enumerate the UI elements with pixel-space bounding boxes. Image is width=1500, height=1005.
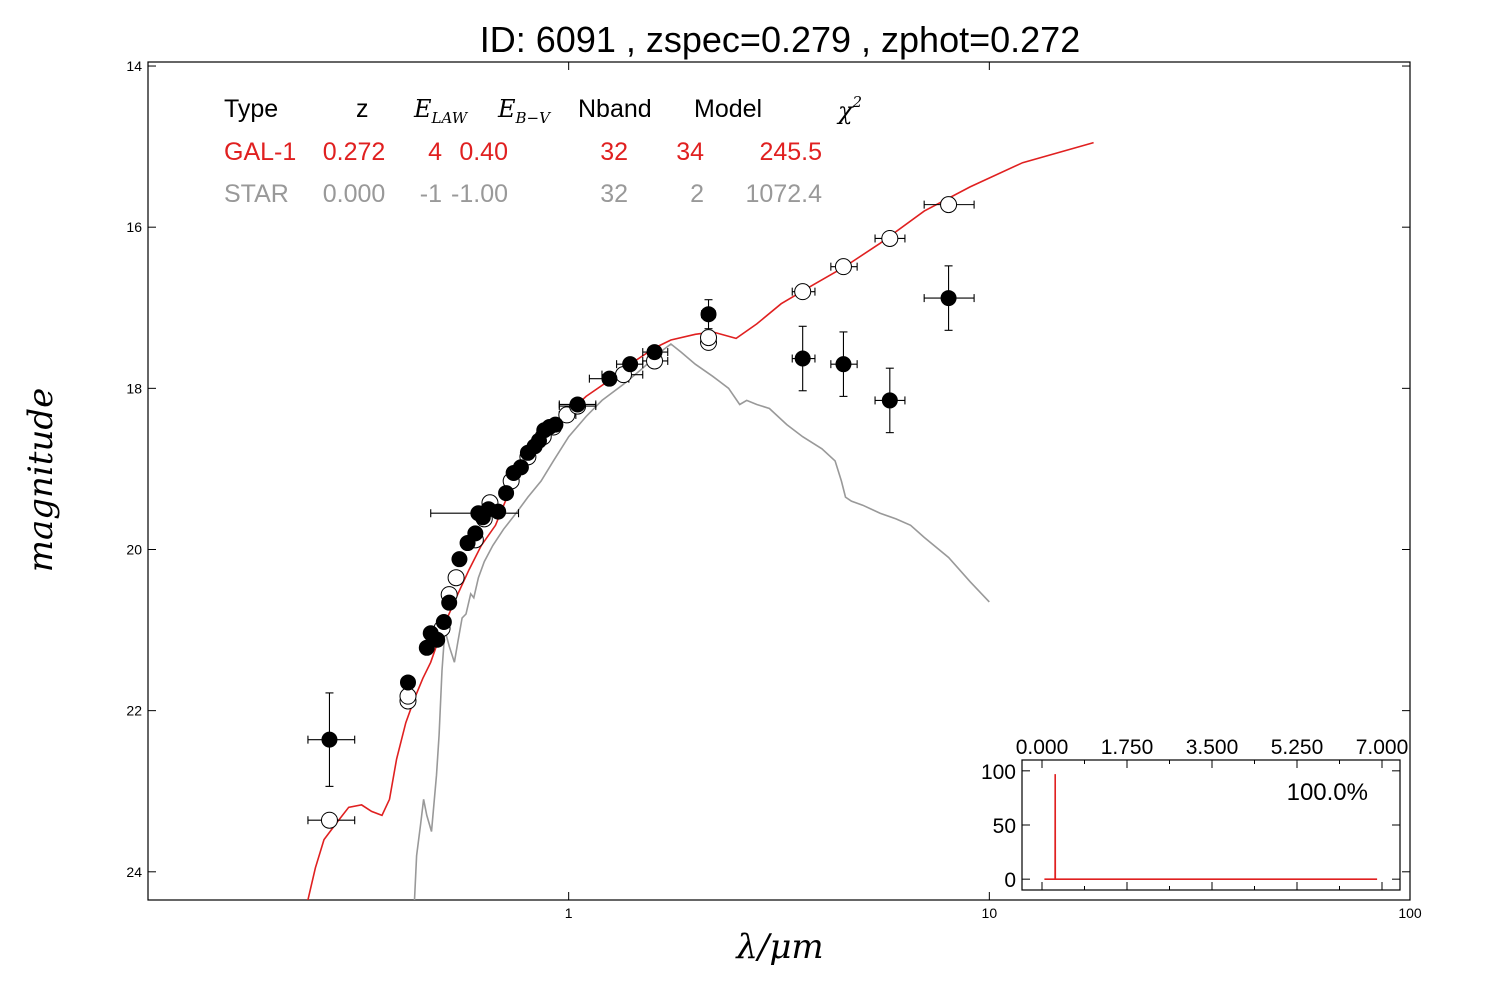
legend-rows: GAL-1 0.272 4 0.40 32 34 245.5 STAR 0.000 -1 -1.00… [224,138,822,208]
legend-header-type: Type [224,95,278,123]
legend-cell: 0.40 [459,138,508,166]
inset-y-tick-label: 50 [993,815,1016,838]
inset-x-tick-label: 5.250 [1271,736,1324,759]
legend-header-chi2-main: χ [836,97,854,125]
observed-magnitude-marker [498,485,515,502]
legend-header-model: Model [694,95,762,123]
observed-magnitude-marker [881,392,898,409]
legend-cell: 0.000 [323,180,386,208]
legend-cell: -1.00 [451,180,508,208]
legend-header-elaw-sub: LAW [431,109,469,127]
pdz-curve [1044,774,1378,881]
legend-header-ebv-main: E [497,95,516,123]
legend-cell: GAL-1 [224,138,296,166]
model-magnitude-marker [834,258,852,276]
observed-magnitude-marker [940,290,957,307]
photometry-points [307,196,975,829]
pdz-inset: 0.000 1.750 3.500 5.250 7.000 0 50 100 100.0% [981,736,1408,892]
y-tick-label: 18 [126,380,142,396]
observed-magnitude-marker [835,356,852,373]
inset-percentage: 100.0% [1287,779,1368,806]
galaxy-model-curve [307,141,1094,900]
inset-x-tick-label: 3.500 [1186,736,1239,759]
legend-cell: 0.272 [323,138,386,166]
star-model-curve [413,342,990,900]
inset-x-tick-label: 0.000 [1016,736,1069,759]
legend-header-chi2: χ2 [836,93,862,125]
legend-table: Type z ELAW EB−V Nband Model χ2 [224,93,862,127]
inset-ticks: 0.000 1.750 3.500 5.250 7.000 0 50 100 [981,736,1408,892]
legend-cell: 2 [690,180,704,208]
legend-header-z: z [356,95,369,123]
observed-magnitude-marker [512,459,529,476]
y-tick-label: 22 [126,703,142,719]
observed-magnitude-marker [547,416,564,433]
legend-cell: 32 [600,180,628,208]
legend-header-elaw-main: E [413,95,432,123]
x-tick-label: 100 [1398,905,1422,921]
y-tick-label: 20 [126,541,142,557]
observed-magnitude-marker [646,344,663,361]
model-magnitude-marker [940,196,958,214]
observed-magnitude-marker [794,350,811,367]
observed-magnitude-marker [399,674,416,691]
x-axis-label: λ/μm [734,927,823,967]
legend-cell: 1072.4 [746,180,823,208]
x-axis-ticks: 1 10 100 [565,62,1422,921]
inset-frame [1021,759,1401,891]
inset-y-tick-label: 100 [981,761,1016,784]
legend-cell: STAR [224,180,289,208]
chart-title: ID: 6091 , zspec=0.279 , zphot=0.272 [480,19,1080,60]
legend-cell: 32 [600,138,628,166]
observed-magnitude-marker [451,551,468,568]
inset-x-tick-label: 7.000 [1356,736,1409,759]
legend-header-chi2-sup: 2 [852,93,863,111]
model-magnitude-marker [700,329,718,347]
observed-magnitude-marker [435,614,452,631]
x-tick-label: 10 [982,905,998,921]
observed-magnitude-marker [569,396,586,413]
model-magnitude-marker [447,569,465,587]
legend-header-nband: Nband [578,95,652,123]
model-magnitude-marker [794,283,812,301]
model-magnitude-marker [881,229,899,247]
observed-magnitude-marker [321,731,338,748]
legend-cell: 245.5 [759,138,822,166]
y-axis-label: magnitude [21,388,61,573]
legend-header-ebv-sub: B−V [515,109,553,127]
legend-header-elaw: ELAW [413,95,469,127]
y-tick-label: 16 [126,219,142,235]
model-curves [307,141,1094,900]
inset-x-tick-label: 1.750 [1101,736,1154,759]
y-tick-label: 24 [126,864,142,880]
legend-cell: -1 [420,180,442,208]
model-magnitude-marker [399,687,417,705]
observed-magnitude-marker [441,594,458,611]
legend-cell: 34 [676,138,704,166]
observed-magnitude-marker [429,631,446,648]
legend-cell: 4 [428,138,442,166]
legend-header-ebv: EB−V [497,95,552,127]
observed-magnitude-marker [700,306,717,323]
observed-magnitude-marker [467,525,484,542]
inset-y-tick-label: 0 [1004,869,1016,892]
y-tick-label: 14 [126,58,142,74]
observed-magnitude-marker [622,356,639,373]
observed-magnitude-marker [490,503,507,520]
plot-frame [147,61,1411,901]
observed-magnitude-marker [601,370,618,387]
model-magnitude-marker [320,811,338,829]
inset-curve-group [1044,774,1378,881]
x-tick-label: 1 [565,905,573,921]
